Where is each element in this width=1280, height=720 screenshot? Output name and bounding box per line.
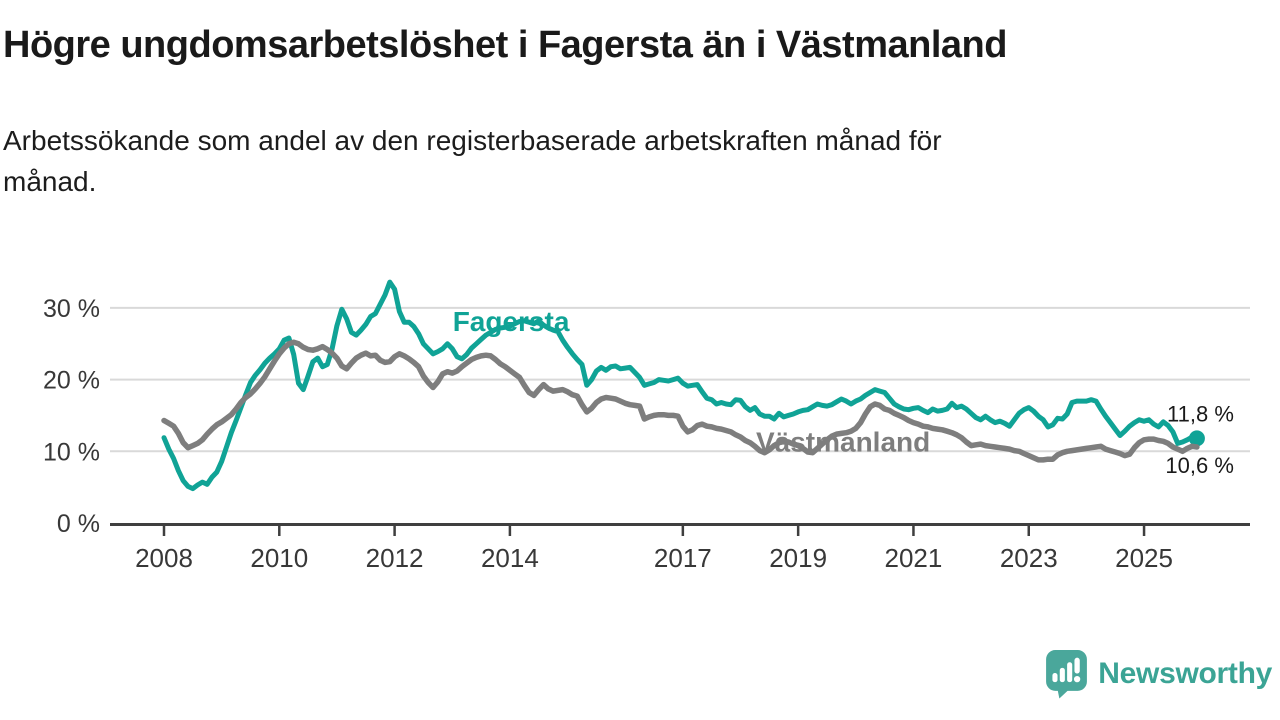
fagersta-end-value-label: 11,8 % <box>1167 401 1234 426</box>
fagersta-end-dot <box>1188 430 1205 447</box>
x-tick-label-2008: 2008 <box>135 543 193 573</box>
newsworthy-logo-text: Newsworthy <box>1098 657 1272 690</box>
chart-subtitle-line1: Arbetssökande som andel av den registerb… <box>3 125 942 156</box>
newsworthy-bubble-chart-icon <box>1046 650 1088 699</box>
västmanland-line <box>161 339 1200 463</box>
y-tick-label-0: 0 % <box>57 510 100 538</box>
fagersta-series-label: Fagersta <box>453 306 570 337</box>
x-tick-label-2014: 2014 <box>481 543 539 573</box>
chart-subtitle-line2: månad. <box>3 166 97 197</box>
chart-title: Högre ungdomsarbetslöshet i Fagersta än … <box>3 24 1007 66</box>
västmanland-series-label: Västmanland <box>756 427 930 458</box>
y-tick-label-10: 10 % <box>43 438 100 466</box>
x-tick-label-2025: 2025 <box>1115 543 1173 573</box>
newsworthy-logo: Newsworthy <box>1044 648 1272 700</box>
y-tick-label-30: 30 % <box>43 295 100 323</box>
västmanland-end-value-label: 10,6 % <box>1165 453 1234 478</box>
x-tick-label-2023: 2023 <box>1000 543 1058 573</box>
x-tick-label-2019: 2019 <box>769 543 827 573</box>
chart-subtitle: Arbetssökande som andel av den registerb… <box>3 120 1213 202</box>
fagersta-line <box>161 279 1200 492</box>
y-tick-label-20: 20 % <box>43 367 100 395</box>
x-tick-label-2017: 2017 <box>654 543 712 573</box>
x-tick-label-2021: 2021 <box>885 543 943 573</box>
x-tick-label-2010: 2010 <box>250 543 308 573</box>
x-tick-label-2012: 2012 <box>366 543 424 573</box>
